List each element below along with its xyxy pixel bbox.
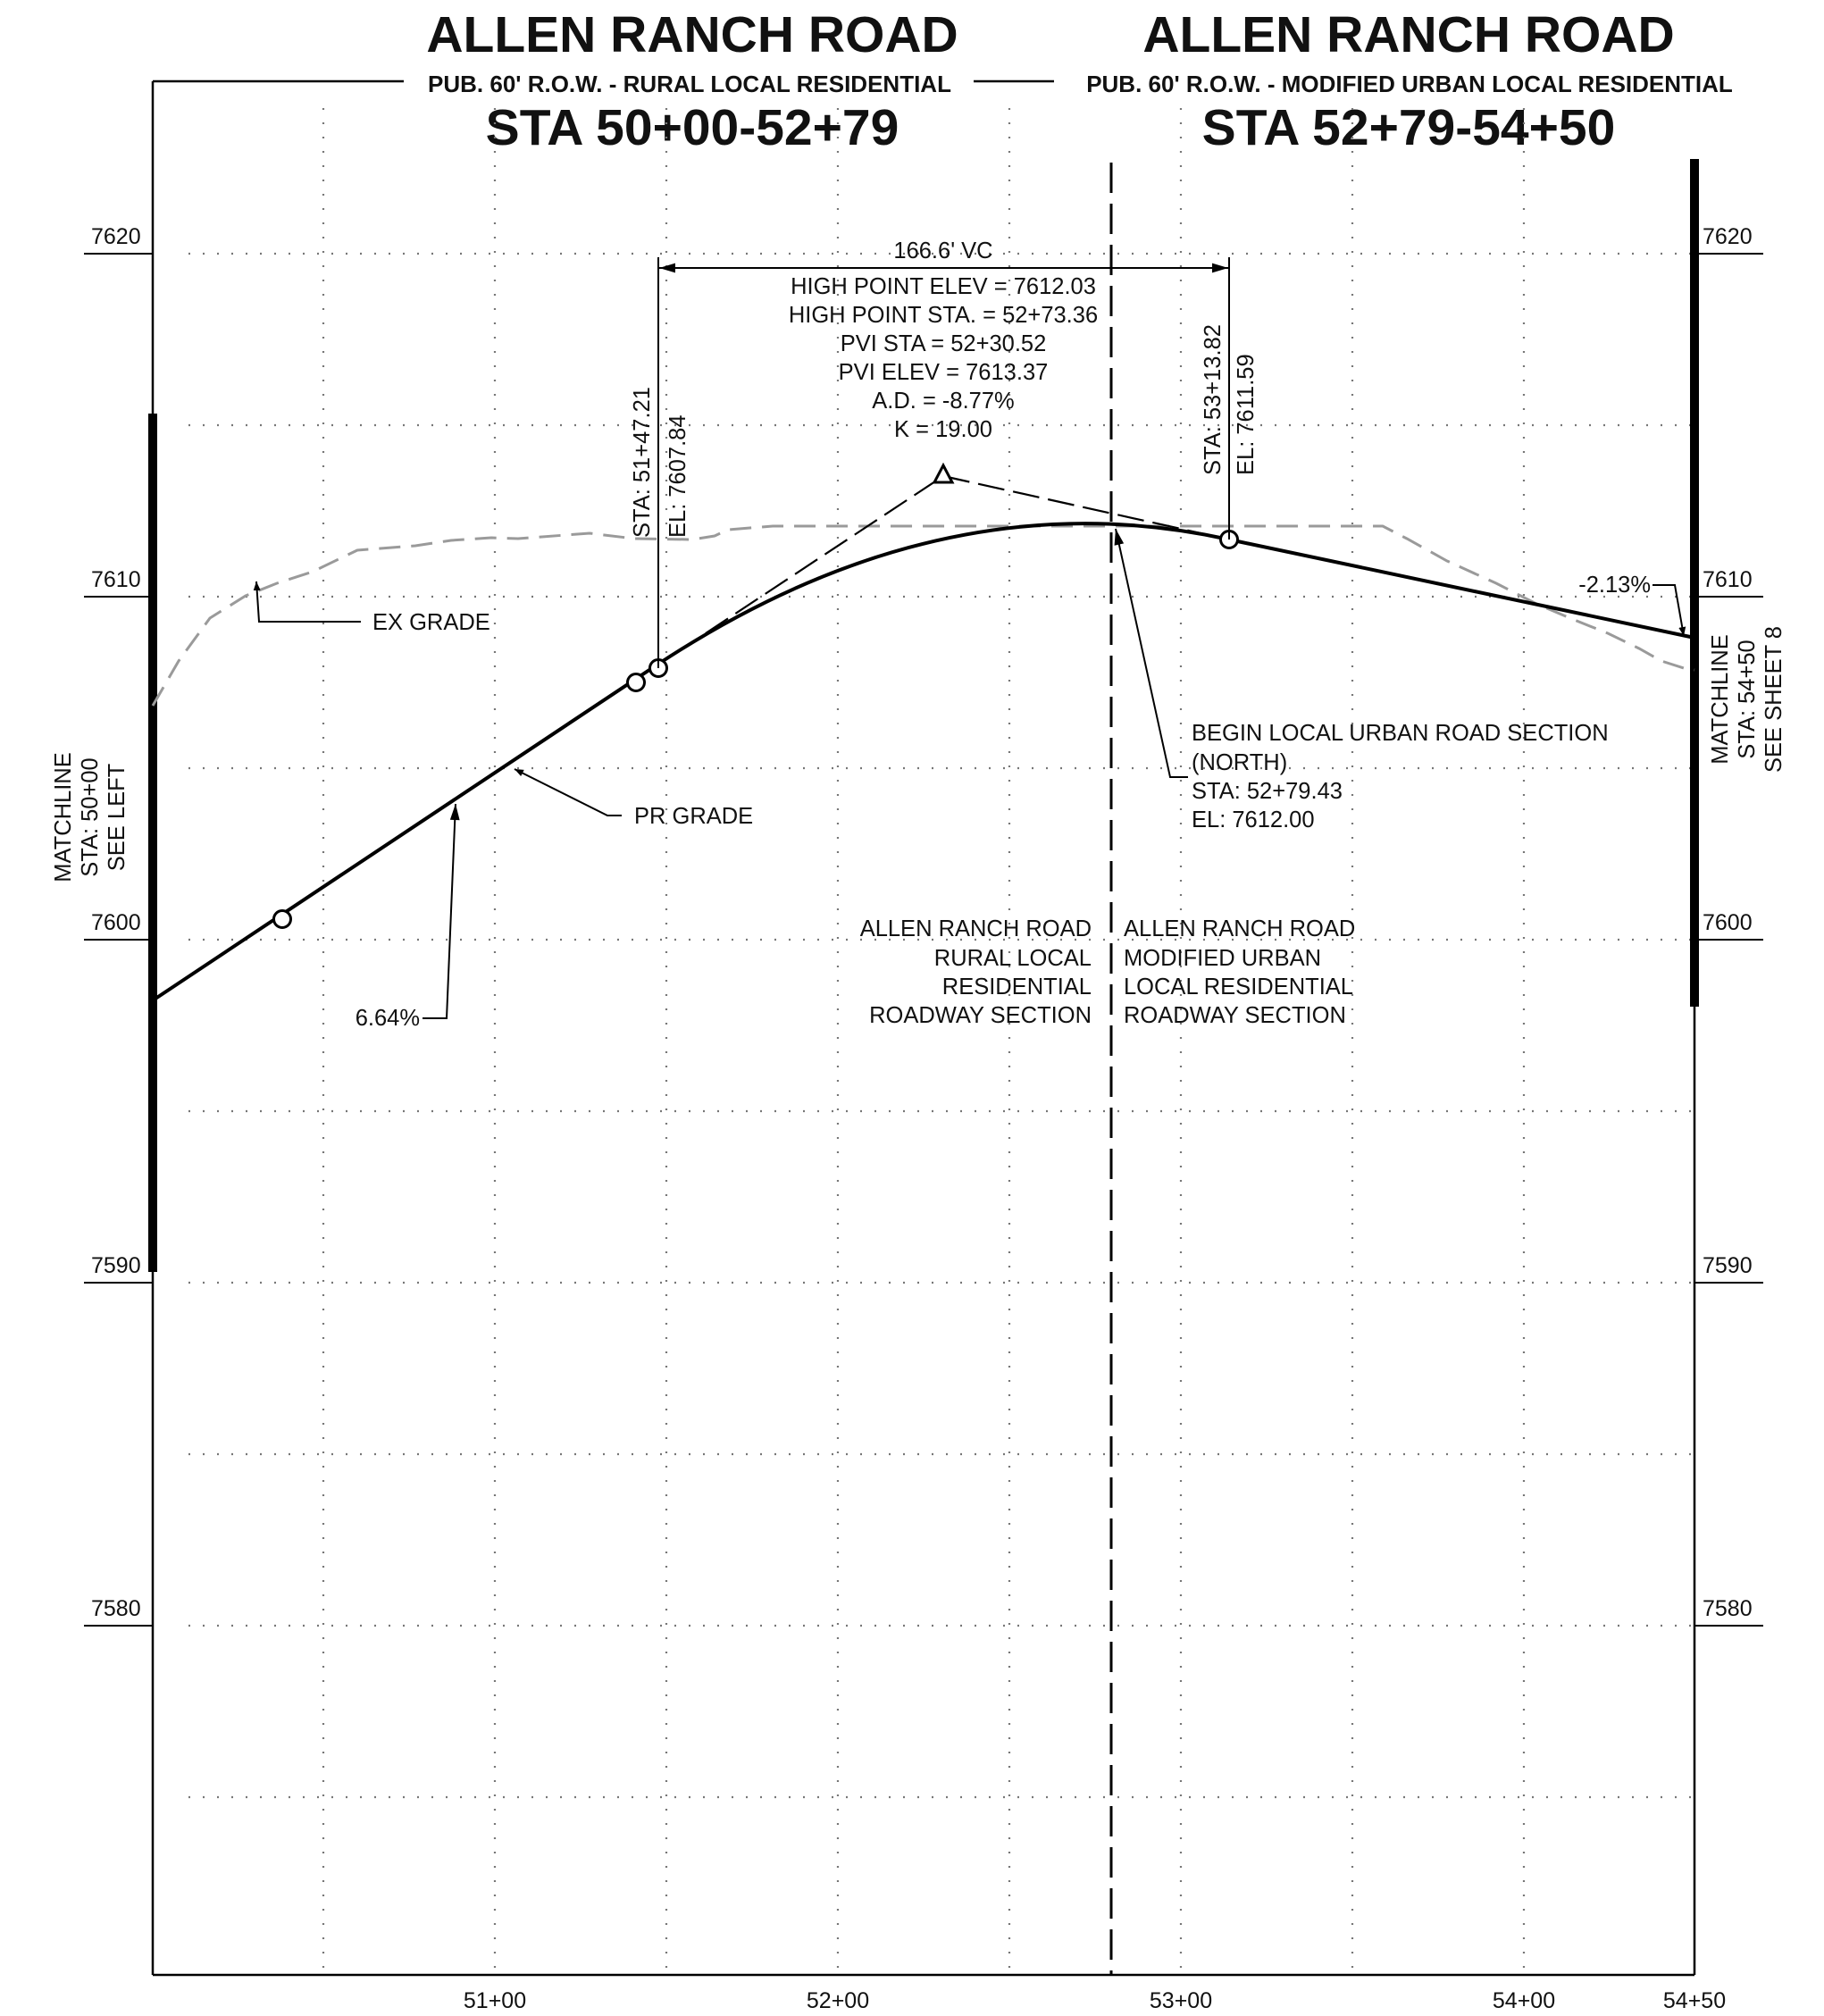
elev-label-left-7620: 7620	[91, 224, 141, 249]
existing-grade-line	[151, 524, 1695, 707]
pvi-triangle-marker	[932, 462, 955, 484]
svg-text:LOCAL RESIDENTIAL: LOCAL RESIDENTIAL	[1124, 975, 1353, 1000]
header-right: ALLEN RANCH ROAD PUB. 60' R.O.W. - MODIF…	[1086, 6, 1733, 156]
station-label-54: 54+00	[1493, 1988, 1555, 2013]
elev-label-right-7610: 7610	[1703, 567, 1753, 592]
svg-text:STA: 52+79.43: STA: 52+79.43	[1192, 779, 1343, 804]
high-point-sta-label: HIGH POINT STA. = 52+73.36	[789, 303, 1098, 328]
svg-text:SEE SHEET 8: SEE SHEET 8	[1761, 626, 1786, 773]
header-left-subtitle: PUB. 60' R.O.W. - RURAL LOCAL RESIDENTIA…	[428, 71, 951, 97]
elev-label-left-7580: 7580	[91, 1596, 141, 1621]
elev-label-left-7590: 7590	[91, 1253, 141, 1278]
tangent-extension-right	[942, 474, 1230, 541]
header-right-title: ALLEN RANCH ROAD	[1142, 6, 1674, 63]
pr-grade-leader	[514, 768, 622, 816]
header-right-subtitle: PUB. 60' R.O.W. - MODIFIED URBAN LOCAL R…	[1086, 71, 1733, 97]
svg-text:STA: 50+00: STA: 50+00	[78, 757, 103, 877]
svg-text:EL: 7607.84: EL: 7607.84	[665, 414, 690, 538]
pvc-label: STA: 51+47.21 EL: 7607.84	[630, 387, 690, 538]
header-left-station-range: STA 50+00-52+79	[486, 99, 899, 156]
elev-label-right-7620: 7620	[1703, 224, 1753, 249]
grade-out-label: -2.13%	[1578, 573, 1651, 598]
vc-data-block: HIGH POINT ELEV = 7612.03 HIGH POINT STA…	[789, 274, 1098, 442]
svg-text:RURAL LOCAL: RURAL LOCAL	[934, 946, 1092, 971]
elev-label-left-7600: 7600	[91, 910, 141, 935]
svg-text:ROADWAY SECTION: ROADWAY SECTION	[1124, 1003, 1346, 1028]
pvi-sta-label: PVI STA = 52+30.52	[841, 331, 1047, 356]
svg-text:STA: 51+47.21: STA: 51+47.21	[630, 387, 655, 538]
header-left: ALLEN RANCH ROAD PUB. 60' R.O.W. - RURAL…	[426, 6, 958, 156]
high-point-elev-label: HIGH POINT ELEV = 7612.03	[791, 274, 1096, 299]
header-right-station-range: STA 52+79-54+50	[1202, 99, 1616, 156]
pvc-marker-a	[626, 673, 646, 692]
begin-section-leader	[1114, 528, 1188, 778]
elev-label-left-7610: 7610	[91, 567, 141, 592]
elevation-axis: 7620 7610 7600 7590 7580 7620 7610 7600 …	[84, 224, 1763, 1627]
station-label-54-50: 54+50	[1663, 1988, 1726, 2013]
svg-text:EL: 7612.00: EL: 7612.00	[1192, 807, 1315, 832]
elev-label-right-7590: 7590	[1703, 1253, 1753, 1278]
svg-text:ROADWAY SECTION: ROADWAY SECTION	[869, 1003, 1092, 1028]
svg-text:SEE LEFT: SEE LEFT	[105, 764, 130, 871]
ex-grade-leader	[253, 581, 361, 623]
svg-text:STA: 53+13.82: STA: 53+13.82	[1201, 324, 1226, 475]
svg-text:(NORTH): (NORTH)	[1192, 750, 1287, 775]
station-label-53: 53+00	[1150, 1988, 1212, 2013]
elev-label-right-7580: 7580	[1703, 1596, 1753, 1621]
grade-in-label: 6.64%	[356, 1006, 420, 1031]
svg-text:STA: 54+50: STA: 54+50	[1735, 640, 1760, 759]
svg-text:ALLEN RANCH ROAD: ALLEN RANCH ROAD	[1124, 916, 1355, 941]
ex-grade-label: EX GRADE	[372, 610, 490, 635]
pvt-label: STA: 53+13.82 EL: 7611.59	[1201, 324, 1259, 475]
header-left-title: ALLEN RANCH ROAD	[426, 6, 958, 63]
station-axis: 51+00 52+00 53+00 54+00 54+50	[464, 1988, 1726, 2013]
svg-text:MODIFIED URBAN: MODIFIED URBAN	[1124, 946, 1321, 971]
matchline-left-label: MATCHLINE STA: 50+00 SEE LEFT	[51, 752, 130, 882]
pr-grade-label: PR GRADE	[634, 804, 753, 829]
svg-text:EL: 7611.59: EL: 7611.59	[1234, 354, 1259, 475]
svg-text:BEGIN LOCAL URBAN ROAD SECTION: BEGIN LOCAL URBAN ROAD SECTION	[1192, 721, 1609, 746]
k-value-label: K = 19.00	[894, 417, 992, 442]
svg-text:MATCHLINE: MATCHLINE	[1708, 634, 1733, 764]
svg-text:MATCHLINE: MATCHLINE	[51, 752, 76, 882]
vc-length-label: 166.6' VC	[893, 238, 992, 264]
tangent-extension-left	[705, 475, 944, 634]
matchline-right-label: MATCHLINE STA: 54+50 SEE SHEET 8	[1708, 626, 1786, 773]
station-label-51: 51+00	[464, 1988, 526, 2013]
pvi-elev-label: PVI ELEV = 7613.37	[839, 360, 1049, 385]
ad-label: A.D. = -8.77%	[872, 389, 1014, 414]
begin-section-note: BEGIN LOCAL URBAN ROAD SECTION (NORTH) S…	[1192, 721, 1609, 832]
grade-point-marker	[272, 909, 292, 929]
grade-out-leader	[1652, 584, 1686, 637]
grade-in-leader	[423, 803, 460, 1019]
elev-label-right-7600: 7600	[1703, 910, 1753, 935]
section-right-label: ALLEN RANCH ROAD MODIFIED URBAN LOCAL RE…	[1124, 916, 1355, 1028]
proposed-grade-line	[151, 522, 1695, 1002]
section-left-label: ALLEN RANCH ROAD RURAL LOCAL RESIDENTIAL…	[860, 916, 1092, 1028]
svg-text:RESIDENTIAL: RESIDENTIAL	[942, 975, 1092, 1000]
svg-text:ALLEN RANCH ROAD: ALLEN RANCH ROAD	[860, 916, 1092, 941]
station-label-52: 52+00	[807, 1988, 869, 2013]
